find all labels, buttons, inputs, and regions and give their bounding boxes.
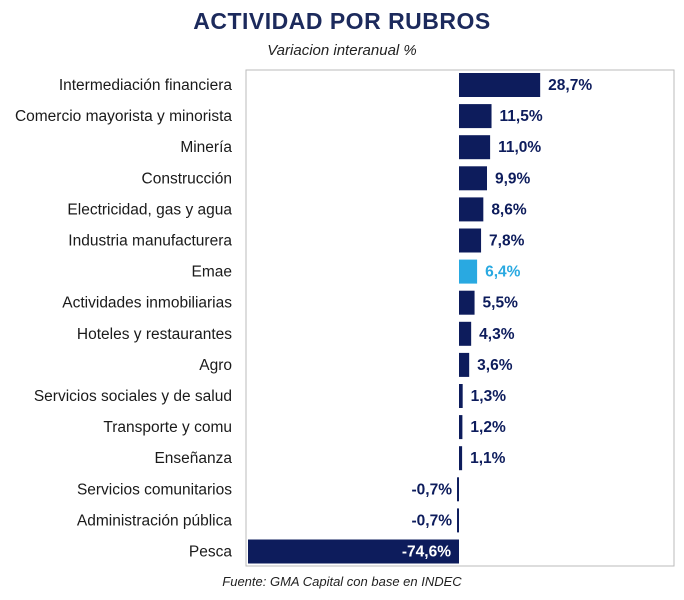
value-label: 1,3%: [471, 388, 507, 405]
bar: [459, 321, 472, 346]
category-label: Construcción: [142, 170, 232, 187]
value-label: 1,2%: [470, 419, 506, 436]
category-label: Transporte y comu: [103, 419, 232, 436]
value-label: 4,3%: [479, 326, 515, 343]
category-label: Administración pública: [77, 512, 232, 529]
bar: [459, 73, 541, 97]
chart-title: ACTIVIDAD POR RUBROS: [193, 8, 491, 34]
bar: [459, 104, 492, 129]
bar: [459, 228, 482, 253]
category-label: Intermediación financiera: [59, 77, 233, 94]
bar: [459, 290, 475, 315]
value-label: 6,4%: [485, 264, 521, 281]
bar: [248, 539, 459, 564]
bar: [459, 166, 488, 191]
value-label: 11,0%: [498, 139, 541, 156]
value-label: -0,7%: [412, 512, 453, 529]
category-label: Industria manufacturera: [68, 233, 232, 250]
value-label: 28,7%: [548, 77, 592, 94]
category-label: Comercio mayorista y minorista: [15, 108, 232, 125]
bar: [459, 259, 478, 284]
chart-source: Fuente: GMA Capital con base en INDEC: [222, 574, 462, 589]
category-label: Enseñanza: [154, 450, 232, 467]
bar: [457, 508, 459, 533]
value-label: 7,8%: [489, 233, 525, 250]
bar: [459, 197, 484, 222]
chart-subtitle: Variacion interanual %: [267, 42, 417, 59]
bar: [459, 352, 470, 377]
bar: [459, 446, 463, 471]
plot-frame: [245, 69, 675, 567]
category-label: Agro: [199, 357, 232, 374]
bar: [459, 135, 491, 160]
category-label: Minería: [180, 139, 232, 156]
value-label: 1,1%: [470, 450, 506, 467]
category-label: Servicios comunitarios: [77, 481, 232, 498]
value-label: -74,6%: [402, 544, 451, 561]
bar: [459, 384, 463, 408]
value-label: 8,6%: [491, 201, 527, 218]
category-label: Emae: [192, 264, 233, 281]
bar: [457, 477, 459, 502]
category-label: Hoteles y restaurantes: [77, 326, 232, 343]
value-label: 11,5%: [500, 108, 543, 125]
value-label: 5,5%: [483, 295, 519, 312]
value-label: 9,9%: [495, 170, 531, 187]
value-label: -0,7%: [412, 481, 453, 498]
category-label: Electricidad, gas y agua: [67, 201, 232, 218]
category-label: Servicios sociales y de salud: [34, 388, 232, 405]
category-label: Pesca: [189, 544, 232, 561]
value-label: 3,6%: [477, 357, 513, 374]
category-label: Actividades inmobiliarias: [62, 295, 232, 312]
bar: [459, 415, 463, 440]
